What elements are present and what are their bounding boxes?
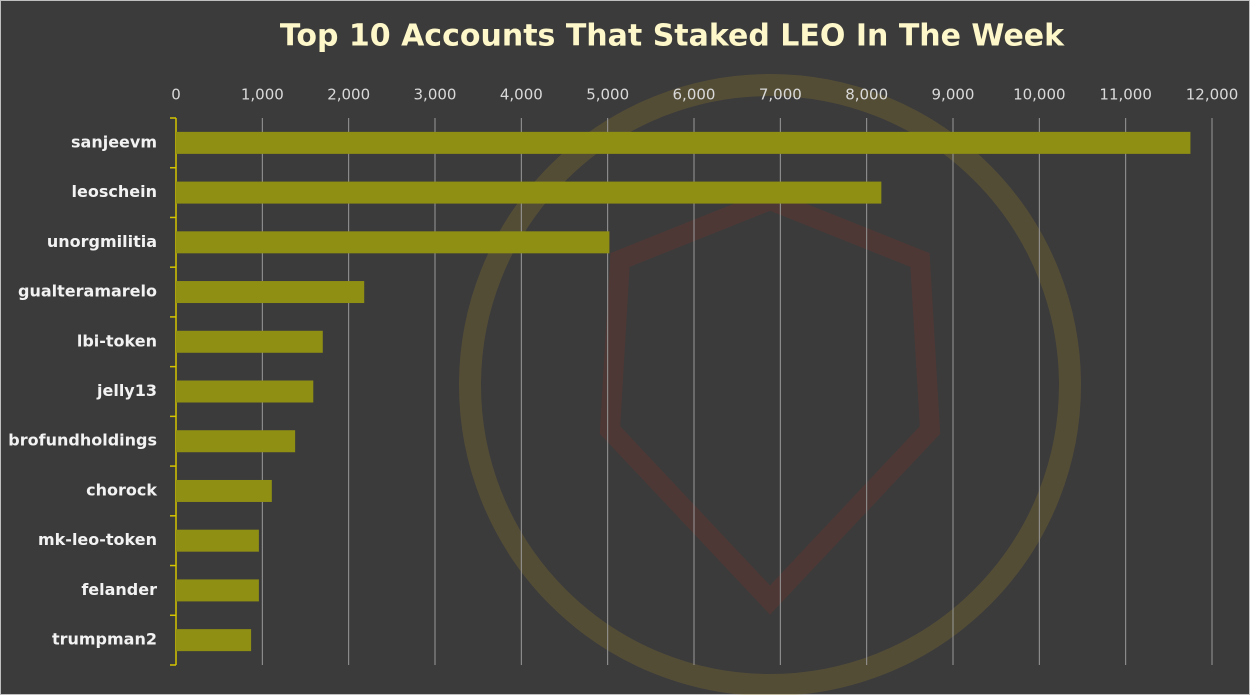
bar	[176, 430, 296, 453]
bar	[176, 131, 1191, 154]
x-tick-label: 5,000	[586, 86, 629, 104]
y-tick-label: jelly13	[96, 381, 157, 400]
y-tick-label: felander	[81, 580, 157, 599]
y-tick-label: unorgmilitia	[47, 232, 157, 251]
x-tick-label: 6,000	[673, 86, 716, 104]
y-tick-label: brofundholdings	[8, 431, 157, 450]
bar	[176, 579, 259, 602]
y-tick-label: gualteramarelo	[18, 282, 157, 301]
bar	[176, 529, 259, 552]
y-tick-label: chorock	[86, 480, 157, 499]
y-tick-label: lbi-token	[77, 331, 157, 350]
x-tick-label: 10,000	[1013, 86, 1066, 104]
bar	[176, 181, 882, 204]
y-tick-label: trumpman2	[52, 630, 157, 649]
x-tick-label: 8,000	[845, 86, 888, 104]
bar	[176, 479, 272, 502]
x-tick-label: 2,000	[327, 86, 370, 104]
x-tick-label: 1,000	[241, 86, 284, 104]
y-tick-label: mk-leo-token	[38, 530, 157, 549]
bar	[176, 380, 314, 403]
x-tick-label: 0	[171, 86, 181, 104]
x-tick-label: 7,000	[759, 86, 802, 104]
x-tick-label: 4,000	[500, 86, 543, 104]
bar	[176, 231, 610, 254]
y-tick-label: leoschein	[72, 182, 157, 201]
bar	[176, 330, 323, 353]
y-tick-label: sanjeevm	[71, 132, 157, 151]
bar	[176, 281, 365, 304]
x-tick-label: 9,000	[932, 86, 975, 104]
chart-title: Top 10 Accounts That Staked LEO In The W…	[280, 19, 1065, 54]
x-tick-label: 3,000	[414, 86, 457, 104]
bar	[176, 629, 252, 652]
x-tick-label: 12,000	[1186, 86, 1239, 104]
x-tick-label: 11,000	[1099, 86, 1152, 104]
